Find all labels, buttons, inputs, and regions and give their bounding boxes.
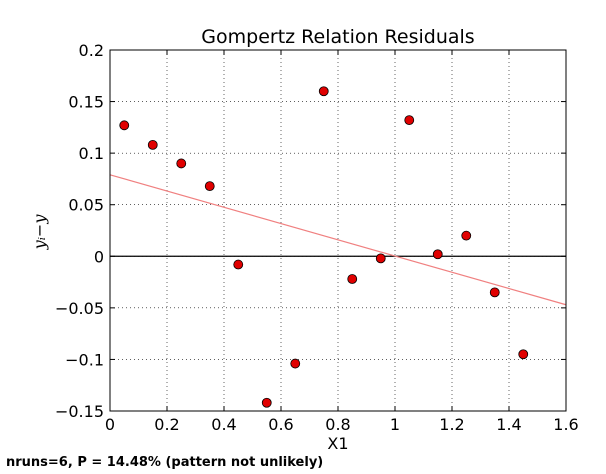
x-tick-label: 1.4	[496, 415, 521, 434]
reference-lines	[109, 174, 567, 306]
runs-test-footnote: nruns=6, P = 14.48% (pattern not unlikel…	[6, 455, 324, 470]
y-tick-label: 0.05	[68, 196, 104, 215]
y-tick-label: 0	[94, 247, 104, 266]
x-tick-label: 0.8	[325, 415, 350, 434]
grid-lines	[110, 50, 566, 411]
data-point	[147, 139, 158, 150]
chart-title: Gompertz Relation Residuals	[201, 26, 474, 48]
data-point	[119, 120, 130, 131]
data-point	[290, 358, 301, 369]
data-point	[461, 230, 472, 241]
data-point	[432, 249, 443, 260]
y-tick-label: −0.15	[55, 402, 104, 421]
data-point	[318, 86, 329, 97]
y-tick-label: −0.05	[55, 299, 104, 318]
data-point	[375, 253, 386, 264]
y-tick-label: 0.1	[79, 144, 104, 163]
data-point	[261, 397, 272, 408]
y-tick-label: 0.2	[79, 41, 104, 60]
x-tick-label: 1	[390, 415, 400, 434]
y-tick-label: −0.1	[65, 350, 104, 369]
y-axis-title: yᵢ−y	[30, 214, 49, 251]
trend-line	[109, 174, 567, 306]
x-tick-label: 0.6	[268, 415, 293, 434]
data-point	[404, 115, 415, 126]
x-tick-label: 0.2	[154, 415, 179, 434]
x-tick-label: 1.6	[553, 415, 578, 434]
data-point	[204, 181, 215, 192]
data-point	[176, 158, 187, 169]
data-point	[233, 259, 244, 270]
x-tick-label: 0	[105, 415, 115, 434]
data-points	[119, 86, 529, 408]
x-tick-label: 1.2	[439, 415, 464, 434]
x-tick-label: 0.4	[211, 415, 236, 434]
y-tick-label: 0.15	[68, 93, 104, 112]
data-point	[489, 287, 500, 298]
x-axis-title: X1	[327, 434, 348, 453]
data-point	[347, 274, 358, 284]
data-point	[518, 349, 529, 360]
axis-ticks: 0 0.2 0.4 0.6 0.8 1 1.2 1.4 1.6 −0.15 −0.1 −0.05 0 0.…	[55, 41, 579, 434]
